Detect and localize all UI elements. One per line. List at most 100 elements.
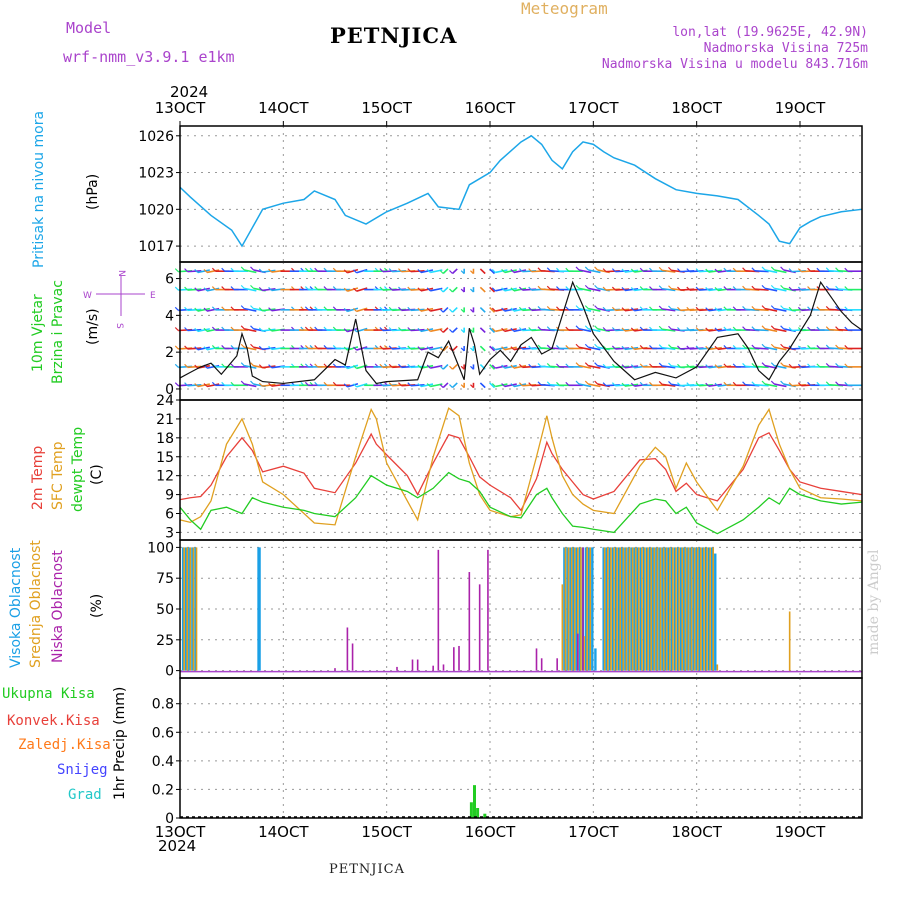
- wind-barb-tip: [426, 307, 431, 312]
- wind-barb-tip: [332, 326, 337, 331]
- wind-barb-tip: [594, 362, 599, 367]
- wind-barb: [578, 269, 592, 274]
- wind-barb-tip: [379, 345, 384, 350]
- cloud-mid-bar: [653, 547, 656, 671]
- wind-barb-tip: [723, 267, 728, 272]
- wind-barb-tip: [174, 268, 179, 273]
- wind-barb-tip: [388, 306, 393, 311]
- y-tick-label: 24: [156, 393, 174, 409]
- wind-barb-tip: [353, 307, 357, 312]
- wind-barb-tip: [501, 383, 506, 387]
- wind-barb-tip: [518, 382, 523, 387]
- wind-barb-tip: [449, 384, 453, 389]
- wind-barb-tip: [528, 382, 533, 387]
- cloud-low-bar: [437, 549, 440, 671]
- wind-barb: [764, 269, 778, 274]
- wind-barb-tip: [602, 345, 607, 350]
- wind-barb-tip: [723, 306, 728, 311]
- wind-barb-tip: [677, 345, 681, 350]
- wind-barb-tip: [807, 286, 811, 291]
- wind-barb-tip: [323, 345, 328, 349]
- wind-barb-tip: [417, 307, 422, 312]
- cloud-low-bar: [487, 549, 489, 671]
- cloud-high-bar: [614, 547, 618, 671]
- wind-barb-tip: [546, 381, 551, 386]
- wind-barb-tip: [417, 383, 422, 387]
- y-tick-label: 9: [165, 488, 174, 504]
- cloud-mid-bar: [675, 547, 677, 671]
- pressure-unit: (hPa): [85, 174, 101, 210]
- wind-barb: [624, 287, 639, 292]
- wind-barb-tip: [353, 269, 357, 274]
- wind-barb-tip: [556, 363, 560, 368]
- wind-barb-tip: [407, 306, 412, 311]
- wind-barb-tip: [611, 268, 616, 273]
- wind-barb-tip: [407, 286, 412, 291]
- x-tick-top: 13OCT: [155, 99, 206, 117]
- cloud-low-bar: [334, 668, 336, 671]
- wind-barb: [197, 307, 210, 312]
- wind-barb-tip: [825, 267, 830, 272]
- wind-barb-tip: [250, 362, 254, 367]
- wind-barb-tip: [501, 269, 506, 273]
- wind-barb: [774, 269, 787, 274]
- cloud-high-bar: [679, 547, 683, 671]
- wind-barb-tip: [565, 326, 570, 331]
- wind-barb-tip: [761, 380, 766, 385]
- wind-barb: [244, 346, 257, 351]
- x-tick-bottom: 19OCT: [775, 823, 826, 841]
- wind-barb-tip: [398, 286, 402, 291]
- cloud-mid-bar: [678, 547, 680, 671]
- wind-barb-tip: [491, 287, 496, 292]
- cloud-low-bar: [468, 572, 471, 671]
- cloud-mid-bar: [607, 547, 609, 671]
- wind-barb-tip: [546, 344, 551, 349]
- wind-barb-tip: [203, 269, 208, 273]
- wind-barb-tip: [398, 306, 402, 311]
- cloud-mid-bar: [195, 547, 198, 671]
- cloud-high-bar: [639, 547, 643, 671]
- wind-barb-tip: [537, 305, 542, 310]
- compass-s: S: [114, 323, 124, 329]
- wind-barb-tip: [460, 288, 465, 293]
- cloud-mid-bar: [788, 611, 791, 671]
- wind-barb-tip: [844, 381, 849, 386]
- cloud-high-bar: [652, 547, 655, 671]
- wind-barb-tip: [732, 345, 737, 349]
- wind-barb-tip: [481, 328, 486, 333]
- cloud-low-bar: [478, 584, 481, 671]
- wind-barb-tip: [426, 327, 431, 332]
- wind-barb-tip: [695, 327, 700, 331]
- wind-barb-tip: [510, 383, 515, 387]
- wind-barb: [410, 288, 425, 291]
- wind-barb: [624, 383, 639, 387]
- cloud-low-bar: [535, 648, 538, 671]
- cloud-low-bar: [453, 647, 455, 671]
- wind-barb: [206, 364, 220, 369]
- pressure-line: [179, 134, 863, 248]
- wind-barb: [754, 308, 769, 312]
- wind-barb: [624, 269, 639, 273]
- wind-barb-tip: [575, 362, 580, 367]
- cloud-high-bar: [661, 547, 664, 671]
- wind-barb-tip: [174, 382, 179, 387]
- wind-barb: [197, 383, 210, 388]
- cloud-mid-bar: [192, 547, 195, 671]
- wind-barb-tip: [556, 306, 560, 311]
- wind-barb-tip: [491, 328, 495, 333]
- wind-barb-tip: [417, 327, 422, 332]
- wind-barb-tip: [491, 347, 495, 352]
- wind-barb: [244, 307, 257, 312]
- wind-barb-tip: [705, 345, 710, 350]
- wind-barb: [197, 328, 210, 333]
- wind-barb: [764, 287, 778, 292]
- wind-barb-tip: [714, 268, 719, 273]
- wind-barb-tip: [250, 284, 254, 289]
- wind-barb-tip: [314, 267, 319, 272]
- wind-barb: [442, 364, 449, 370]
- wind-barb-tip: [788, 286, 793, 291]
- wind-barb: [588, 287, 601, 292]
- cloud-high-bar: [667, 547, 670, 671]
- wind-barb-tip: [732, 363, 737, 368]
- cloud-mid-bar: [716, 664, 719, 671]
